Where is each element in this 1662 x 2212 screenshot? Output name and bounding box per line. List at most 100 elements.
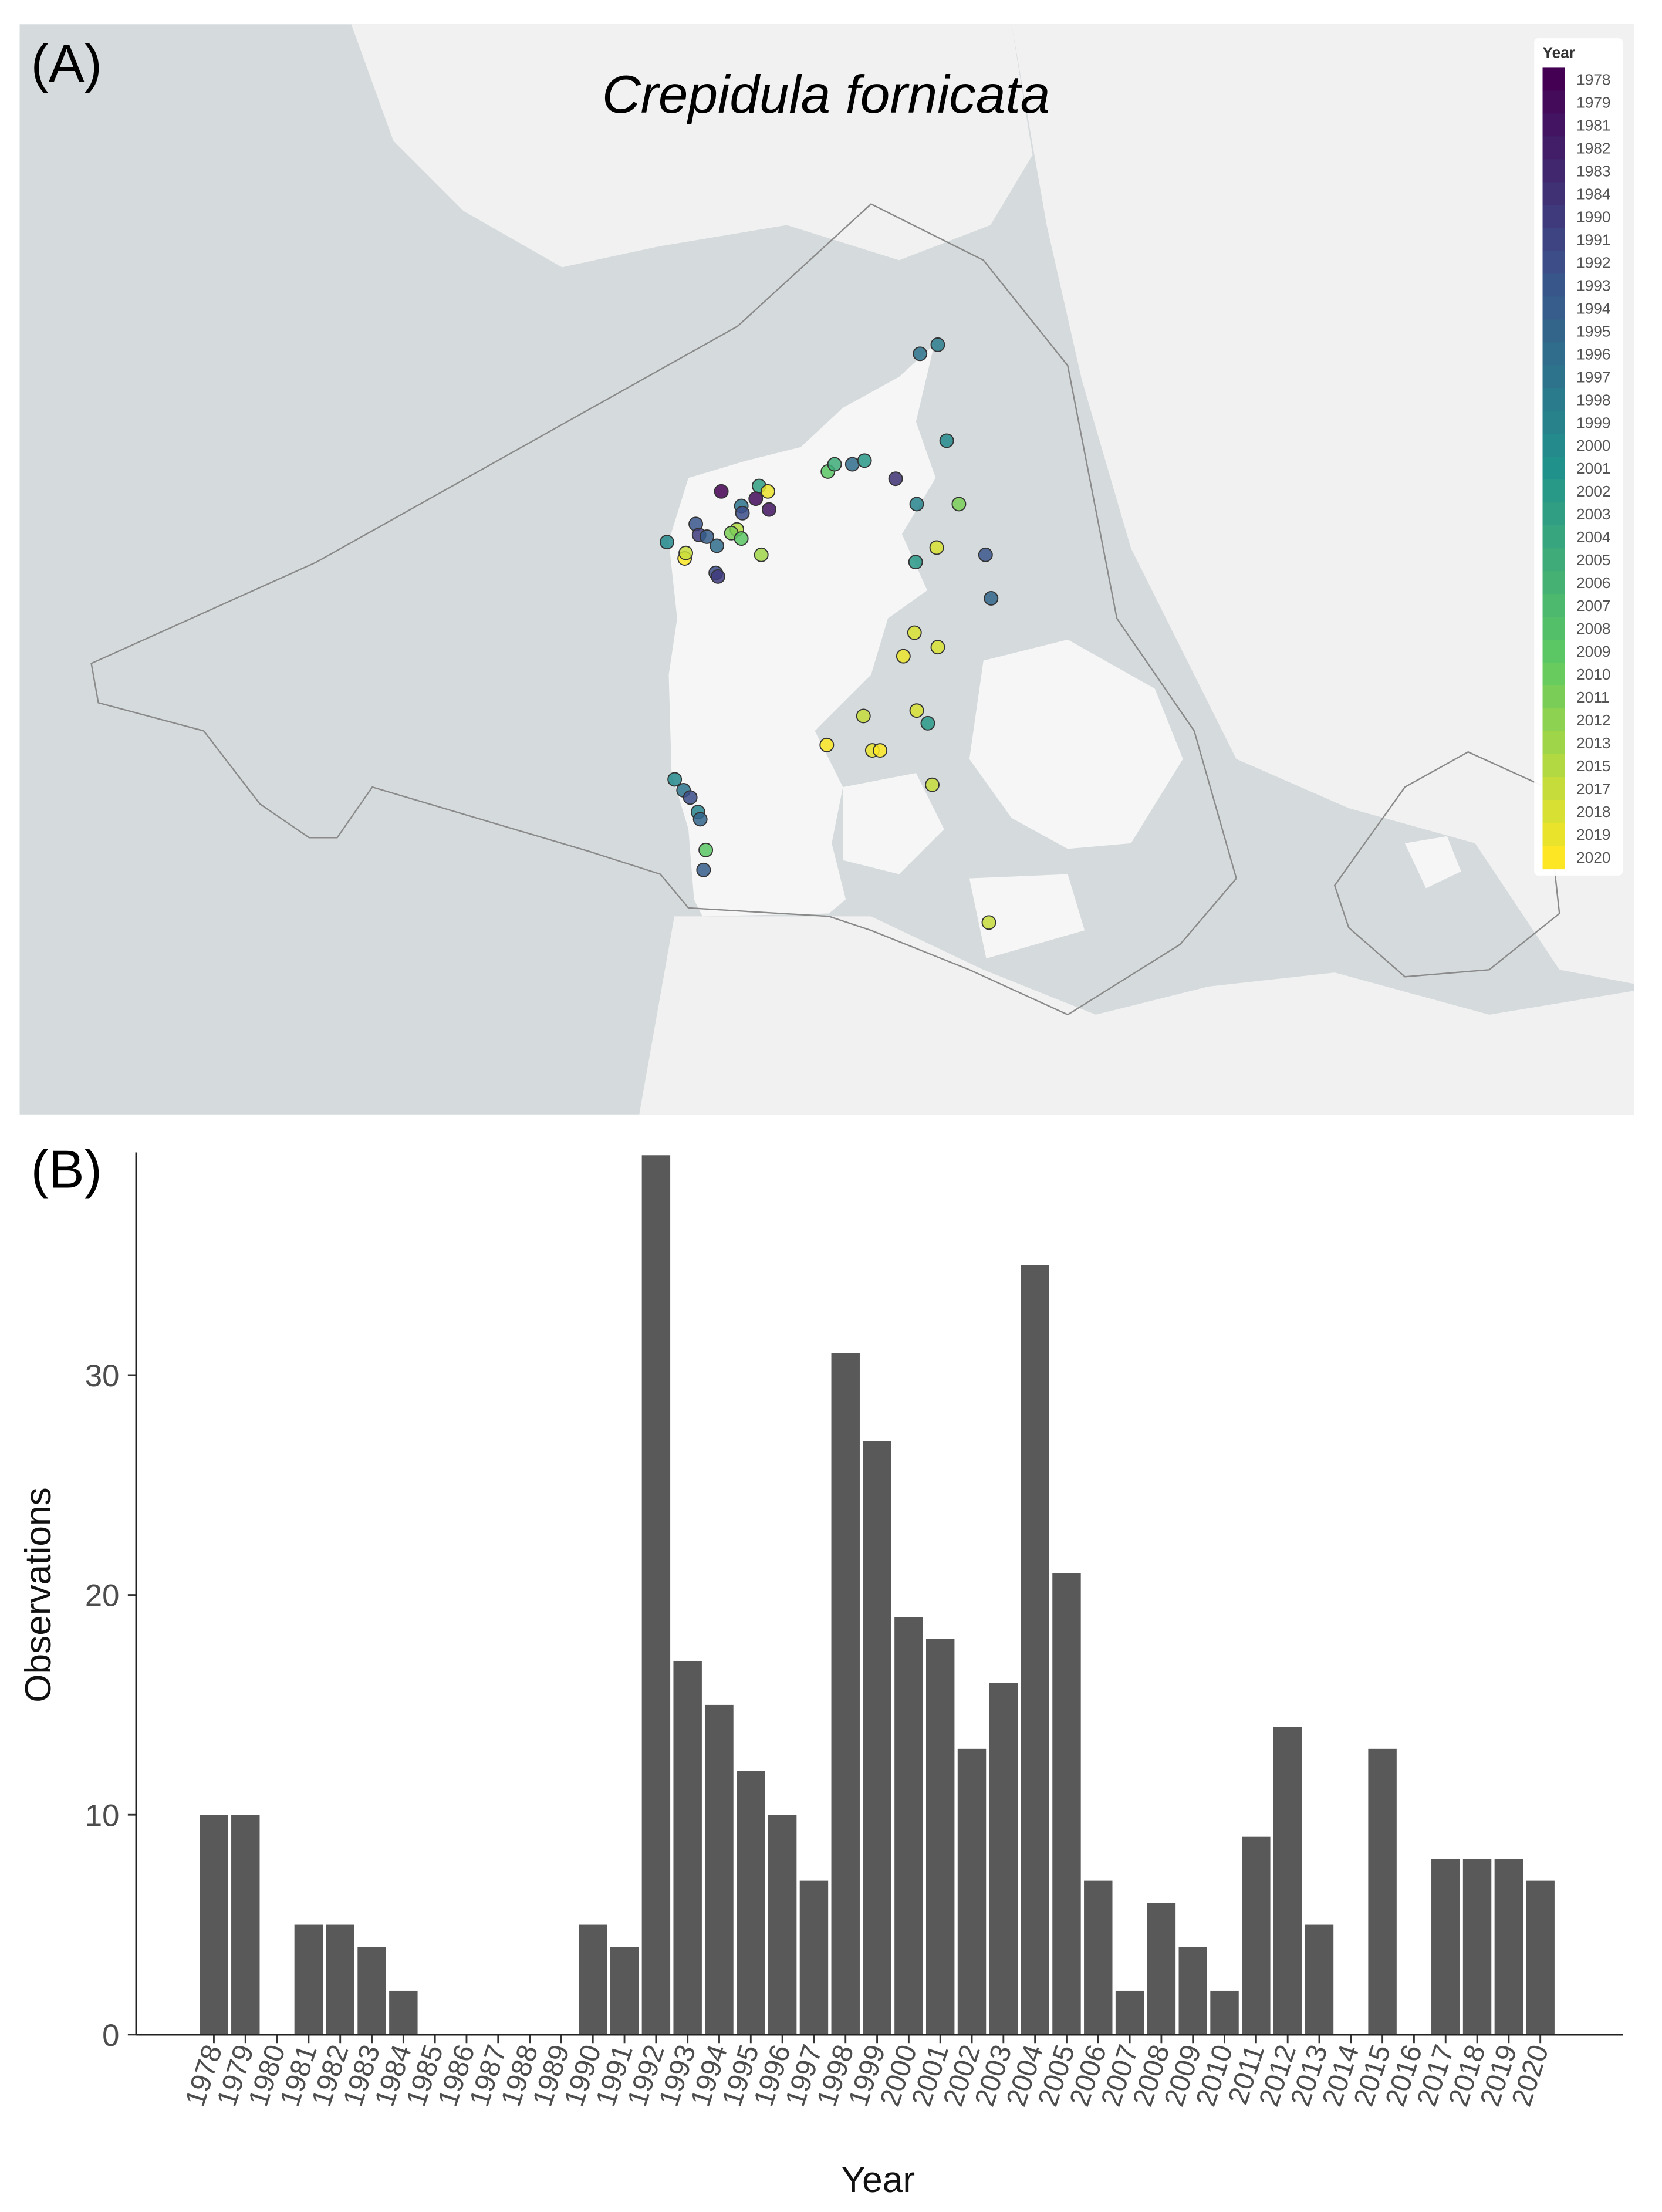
points — [659, 337, 999, 930]
legend-swatch — [1542, 182, 1565, 206]
legend-label: 1979 — [1576, 93, 1611, 111]
observation-point — [698, 842, 714, 857]
observation-point — [761, 502, 776, 517]
land-lolland — [969, 874, 1085, 959]
legend-label: 1999 — [1576, 414, 1611, 431]
observation-point — [735, 505, 750, 521]
observation-point — [888, 471, 903, 487]
legend-swatch — [1542, 159, 1565, 183]
bar — [768, 1815, 797, 2035]
observation-point — [909, 703, 924, 718]
observation-point — [761, 484, 776, 499]
bar — [1431, 1859, 1460, 2035]
legend-swatch — [1542, 434, 1565, 458]
bar — [1494, 1859, 1524, 2035]
legend-label: 1997 — [1576, 368, 1611, 386]
observation-point — [714, 484, 729, 499]
observation-point — [907, 625, 922, 640]
bar — [1526, 1880, 1555, 2035]
observation-point — [844, 457, 860, 472]
bar — [1462, 1859, 1492, 2035]
legend-swatch — [1542, 502, 1565, 526]
bar — [1115, 1990, 1144, 2035]
bar — [989, 1683, 1018, 2035]
legend-label: 2007 — [1576, 597, 1611, 614]
bar — [705, 1704, 734, 2035]
legend-label: 2013 — [1576, 734, 1611, 752]
observation-point — [896, 649, 911, 664]
legend-swatch — [1542, 571, 1565, 595]
bar — [737, 1771, 765, 2035]
map-title: Crepidula fornicata — [602, 65, 1050, 124]
legend-label: 2004 — [1576, 528, 1611, 546]
legend-label: 2005 — [1576, 551, 1611, 569]
bar — [1021, 1265, 1049, 2035]
observation-point — [700, 529, 714, 544]
legend-swatch — [1542, 273, 1565, 298]
observation-point — [710, 538, 724, 553]
y-tick-label: 10 — [85, 1798, 120, 1833]
legend-swatch — [1542, 90, 1565, 114]
legend-swatch — [1542, 342, 1565, 366]
land-zealand — [969, 639, 1183, 849]
legend-label: 2011 — [1576, 688, 1610, 706]
legend: 1978 1979 1981 1982 1983 1984 1990 1991 1992 1993… — [1542, 67, 1611, 870]
y-tick-label: 30 — [85, 1359, 120, 1393]
legend-swatch — [1542, 822, 1565, 847]
legend-swatch — [1542, 251, 1565, 275]
observation-point — [696, 862, 711, 877]
observation-point — [873, 743, 888, 758]
legend-swatch — [1542, 617, 1565, 641]
legend-label: 1995 — [1576, 322, 1611, 340]
legend-label: 2006 — [1576, 574, 1611, 592]
observation-point — [748, 491, 764, 506]
legend-label: 2018 — [1576, 803, 1611, 820]
bar — [357, 1947, 386, 2035]
observation-point — [913, 346, 928, 362]
bar — [1242, 1836, 1271, 2035]
bar — [579, 1924, 607, 2035]
observation-point — [692, 812, 708, 827]
legend-swatch — [1542, 228, 1565, 252]
legend-label: 1998 — [1576, 391, 1611, 408]
observation-point — [978, 547, 993, 562]
observation-point — [667, 772, 683, 787]
legend-label: 2020 — [1576, 849, 1611, 866]
bar — [799, 1880, 829, 2035]
legend-swatch — [1542, 640, 1565, 664]
legend-swatch — [1542, 296, 1565, 320]
bar — [925, 1639, 955, 2035]
land-norway — [351, 24, 1033, 268]
legend-swatch — [1542, 479, 1565, 504]
legend-label: 2012 — [1576, 711, 1611, 729]
bar — [1210, 1990, 1239, 2035]
legend-label: 1981 — [1576, 116, 1611, 134]
legend-label: 1991 — [1576, 231, 1611, 248]
legend-label: 2008 — [1576, 620, 1611, 637]
observation-point — [734, 531, 749, 546]
legend-label: 1984 — [1576, 185, 1611, 202]
bar — [831, 1353, 860, 2035]
legend-swatch — [1542, 388, 1565, 412]
x-axis-title: Year — [841, 2160, 915, 2200]
bar — [610, 1947, 639, 2035]
legend-swatch — [1542, 365, 1565, 389]
eez-boundary-bornholm — [1333, 751, 1560, 978]
legend-label: 2003 — [1576, 505, 1611, 523]
observation-point — [930, 337, 945, 352]
bar — [1178, 1947, 1207, 2035]
legend-swatch — [1542, 594, 1565, 618]
observation-point — [939, 433, 954, 448]
legend-swatch — [1542, 205, 1565, 229]
bar — [641, 1155, 671, 2035]
y-axis-title: Observations — [18, 1487, 59, 1703]
bar — [1368, 1748, 1397, 2035]
observation-point — [951, 497, 967, 512]
eez-boundary — [90, 203, 1237, 1016]
legend-label: 1990 — [1576, 208, 1611, 225]
observation-point — [827, 457, 842, 472]
legend-swatch — [1542, 776, 1565, 801]
legend-swatch — [1542, 731, 1565, 755]
legend-swatch — [1542, 411, 1565, 435]
legend-swatch — [1542, 708, 1565, 732]
